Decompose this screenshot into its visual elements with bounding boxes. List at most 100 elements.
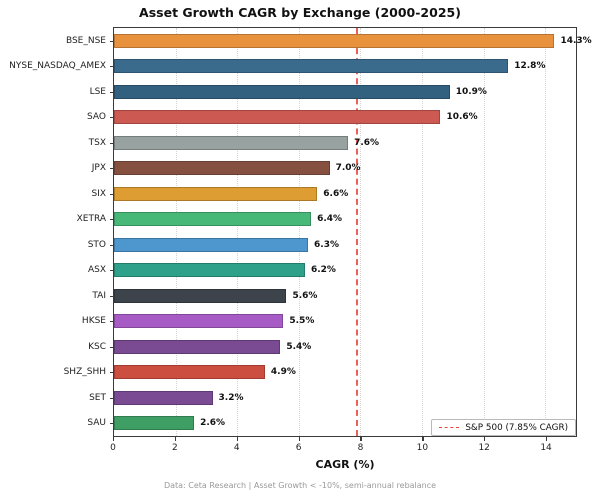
gridline-x8 [360,28,362,436]
gridline-x2 [175,28,177,436]
footer-note: Data: Ceta Research | Asset Growth < -10… [163,481,437,490]
bar-value-label: 10.6% [446,112,478,123]
category-label: XETRA [76,214,106,225]
x-tick-label: 0 [110,443,116,453]
category-label: NYSE_NASDAQ_AMEX [9,61,106,72]
bar [114,161,330,176]
dashed-line-legend-swatch [439,427,460,428]
category-label: KSC [88,341,106,352]
x-tick-label: 14 [540,443,552,453]
y-tick-mark [110,346,114,348]
bar-value-label: 6.6% [323,188,349,199]
y-tick-mark [110,397,114,399]
x-tick-mark [174,437,177,441]
bar-row: NYSE_NASDAQ_AMEX 12.8% [9,54,576,80]
y-tick-mark [110,423,114,425]
y-tick-mark [110,295,114,297]
bar-value-label: 7.0% [335,163,361,174]
bar-row: HKSE 5.5% [82,309,576,335]
x-tick-mark [422,437,424,441]
bar-value-label: 5.5% [289,316,315,327]
bar-value-label: 5.4% [286,341,312,352]
category-label: TSX [88,137,106,148]
category-label: STO [87,239,106,250]
bar-row: LSE 10.9% [90,79,576,105]
bar-row: STO 6.3% [88,232,576,258]
bar [114,135,349,150]
bar [114,237,309,252]
plot-area: BSE_NSE 14.3% NYSE_NASDAQ_AMEX 12.8% LSE 10.9… [9,27,592,437]
bar-value-label: 5.6% [292,290,318,301]
category-label: SET [89,392,106,403]
bar [114,33,555,48]
x-tick-label: 4 [233,443,240,453]
bar [114,110,441,125]
bar [114,314,284,329]
bar-value-label: 2.6% [200,418,226,429]
category-label: LSE [89,86,106,97]
bar-row: KSC 5.4% [88,334,576,360]
y-tick-mark [110,244,114,246]
y-tick-mark [110,193,114,195]
chart-title: Asset Growth CAGR by Exchange (2000-2025… [139,5,461,20]
sp500-reference-line [355,28,358,436]
bar-value-label: 6.3% [314,239,339,250]
bar [114,59,509,74]
x-tick-label: 12 [478,443,490,453]
bar-row: ASX 6.2% [88,258,576,284]
y-tick-mark [110,372,114,374]
category-label: SIX [91,188,106,199]
x-tick-label: 8 [357,443,364,453]
bar-row: BSE_NSE 14.3% [66,28,592,54]
bar-row: XETRA 6.4% [77,207,576,233]
bar [114,263,305,278]
bar [114,339,281,354]
bar [114,390,213,405]
bar [114,212,312,227]
category-label: BSE_NSE [65,35,106,46]
bar [114,416,195,431]
x-tick-mark [236,437,238,441]
bar-row: SAO 10.6% [87,105,576,131]
x-tick-mark [360,437,362,441]
y-tick-mark [110,40,114,42]
y-tick-mark [110,142,114,144]
x-tick-label: 6 [295,443,302,453]
y-tick-mark [110,91,114,93]
gridline-x14 [545,28,547,436]
bar [114,288,287,303]
y-tick-mark [110,66,114,68]
bar-value-label: 12.8% [514,61,546,72]
category-label: SAO [87,112,106,123]
bar [114,186,318,201]
bar-row: TAI 5.6% [92,283,576,309]
y-tick-mark [110,321,114,323]
legend-box: S&P 500 (7.85% CAGR) [431,419,576,436]
x-tick-mark [484,437,486,441]
gridline-x6 [298,28,300,436]
bar-value-label: 3.2% [218,392,244,403]
legend-label: S&P 500 (7.85% CAGR) [465,422,568,433]
y-tick-mark [110,270,114,272]
category-label: TAI [92,290,106,301]
x-axis-label: CAGR (%) [315,458,375,471]
y-tick-mark [110,219,114,221]
category-label: JPX [91,163,106,174]
bar-row: SAU 2.6% [87,411,576,437]
x-tick-label: 10 [416,443,429,453]
x-tick-label: 2 [171,443,178,453]
x-tick-mark [113,437,115,441]
bar-value-label: 6.2% [310,265,336,276]
gridline-x10 [421,28,423,436]
x-tick-mark [546,437,548,441]
x-tick-mark [298,437,300,441]
bar-rows: BSE_NSE 14.3% NYSE_NASDAQ_AMEX 12.8% LSE 10.9… [9,28,592,437]
bar-value-label: 7.6% [354,137,380,148]
bar-row: SET 3.2% [89,385,576,411]
category-label: SHZ_SHH [63,367,106,378]
y-tick-mark [110,168,114,170]
bar-value-label: 10.9% [455,86,487,97]
bar [114,365,265,380]
bar [114,84,450,99]
